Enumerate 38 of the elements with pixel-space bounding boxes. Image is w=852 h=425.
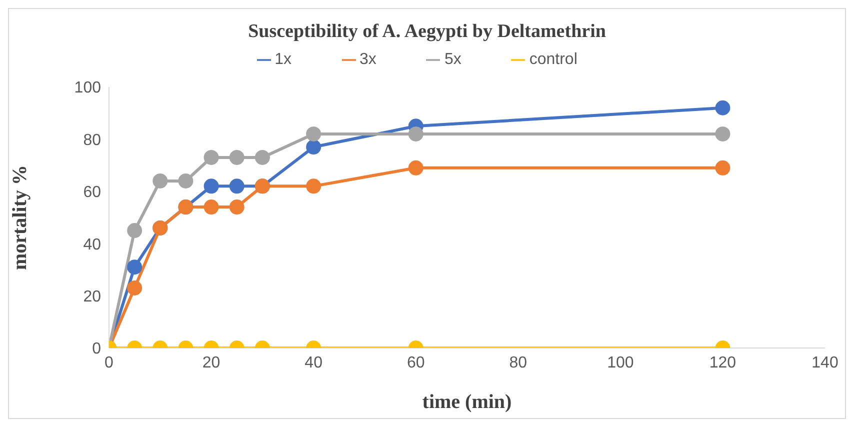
x-tick-label: 0 [104,354,114,372]
y-tick-label: 0 [92,340,102,358]
x-axis-title: time (min) [422,391,512,413]
point [715,100,730,116]
legend-label: 1x [274,51,292,68]
legend-label: control [529,51,578,68]
x-tick-label: 20 [202,354,220,372]
x-tick-label: 80 [509,354,528,372]
legend-label: 5x [444,51,462,68]
point [204,178,219,194]
x-tick-label: 60 [406,354,425,372]
y-tick-label: 60 [83,184,102,202]
y-tick-label: 40 [83,236,102,254]
point [204,150,219,165]
point [715,126,730,142]
x-tick-label: 140 [812,354,838,372]
point [229,200,244,215]
point [229,150,244,165]
y-axis-title: mortality % [9,165,32,270]
point [306,140,322,155]
point [152,173,168,188]
point [408,160,424,176]
x-tick-label: 100 [607,354,634,372]
point [178,173,194,188]
point [408,126,424,142]
point [306,178,322,194]
chart-title: Susceptibility of A. Aegypti by Deltamethrin [247,21,607,43]
y-tick-label: 100 [74,80,102,97]
legend-label: 3x [360,51,376,68]
y-tick-label: 20 [83,288,102,306]
y-tick-label: 80 [83,132,102,149]
x-tick-label: 40 [304,354,323,372]
x-tick-label: 120 [709,354,736,372]
point [254,150,270,165]
point [306,126,322,142]
point [229,178,244,194]
point [204,200,219,215]
point [715,160,730,176]
